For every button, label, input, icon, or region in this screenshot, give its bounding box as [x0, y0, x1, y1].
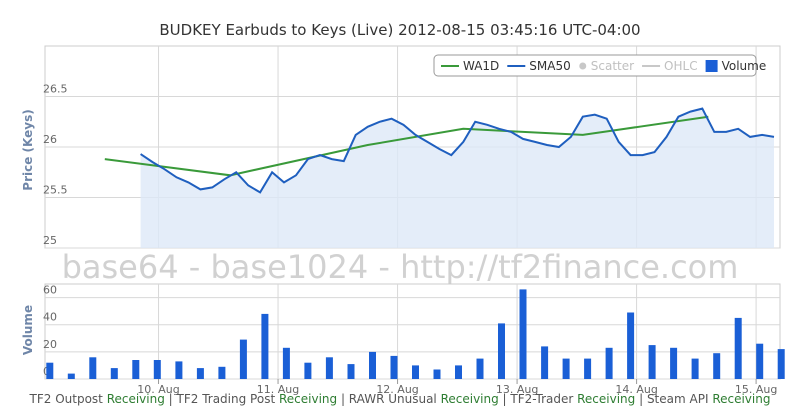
- volume-bars: [46, 289, 785, 379]
- volume-bar: [562, 358, 570, 379]
- legend-label: Volume: [722, 59, 767, 73]
- volume-bar: [304, 362, 312, 379]
- volume-bar: [476, 358, 484, 379]
- volume-bar: [777, 349, 785, 379]
- legend-item-volume[interactable]: Volume: [705, 59, 767, 73]
- volume-bar: [648, 345, 656, 379]
- volume-bar: [261, 313, 269, 379]
- volume-bar: [713, 353, 721, 379]
- feed-name: TF2-Trader: [510, 392, 578, 406]
- x-tick-label: 14. Aug: [615, 383, 657, 396]
- price-y-tick-label: 26: [43, 133, 57, 146]
- price-y-tick-label: 25: [43, 234, 57, 247]
- legend-label: WA1D: [463, 59, 499, 73]
- volume-bar: [605, 347, 613, 379]
- volume-bar: [691, 358, 699, 379]
- feed-status-bar: TF2 Outpost Receiving | TF2 Trading Post…: [0, 392, 800, 412]
- feed-separator: |: [635, 392, 647, 406]
- volume-bar: [218, 366, 226, 379]
- legend-label: OHLC: [664, 59, 698, 73]
- feed-name: TF2 Outpost: [29, 392, 107, 406]
- volume-bar: [498, 323, 505, 379]
- sma50-line: [140, 107, 775, 194]
- price-y-tick-label: 25.5: [43, 184, 68, 197]
- legend-item-ohlc[interactable]: OHLC: [642, 59, 698, 73]
- legend-item-scatter[interactable]: Scatter: [579, 59, 634, 73]
- feed-separator: |: [337, 392, 349, 406]
- volume-y-tick-label: 40: [43, 311, 57, 324]
- feed-status: Receiving: [440, 392, 499, 406]
- price-y-axis: 25 25.5 26 26.5: [43, 83, 68, 248]
- watermark: base64 - base1024 - http://tf2finance.co…: [62, 248, 739, 286]
- volume-bar: [67, 373, 75, 379]
- volume-bar: [455, 365, 462, 379]
- volume-bar: [89, 357, 97, 379]
- volume-bar: [390, 355, 398, 379]
- volume-bar: [584, 358, 592, 379]
- feed-status: Receiving: [278, 392, 338, 406]
- feed-status: Receiving: [106, 392, 165, 406]
- volume-bar: [433, 369, 441, 379]
- volume-panel: 0204060 Volume: [21, 283, 785, 380]
- feed-status: Receiving: [712, 392, 771, 406]
- feed-name: RAWR Unusual: [348, 392, 441, 406]
- legend-symbol: [579, 62, 587, 70]
- volume-bar: [369, 351, 376, 379]
- feed-separator: |: [498, 392, 511, 406]
- x-tick-label: 15. Aug: [735, 383, 777, 396]
- volume-bar: [519, 289, 527, 379]
- legend-item-wa1d[interactable]: WA1D: [441, 59, 499, 73]
- legend[interactable]: WA1D SMA50 Scatter OHLC Volume: [433, 54, 767, 77]
- price-y-tick-label: 26.5: [43, 83, 68, 96]
- price-axis-label: Price (Keys): [21, 109, 35, 190]
- legend-symbol: [705, 60, 718, 72]
- feed-separator: |: [164, 392, 177, 406]
- wa1d-line: [104, 115, 709, 177]
- volume-bar: [756, 343, 764, 379]
- feed-name: TF2 Trading Post: [176, 392, 279, 406]
- volume-bar: [175, 361, 183, 379]
- legend-box: [433, 54, 757, 77]
- volume-bar: [670, 347, 678, 379]
- volume-bar: [347, 364, 355, 379]
- volume-axis-label: Volume: [21, 305, 35, 355]
- volume-bar: [325, 357, 333, 379]
- volume-bar: [239, 339, 247, 379]
- volume-bar: [110, 368, 118, 379]
- volume-bar: [282, 347, 290, 379]
- x-tick-label: 12. Aug: [376, 383, 418, 396]
- x-axis: 10. Aug 11. Aug 12. Aug 13. Aug 14. Aug 15. A…: [137, 379, 777, 396]
- price-panel: 25 25.5 26 26.5 Price (Keys): [21, 45, 781, 249]
- volume-bar: [541, 346, 549, 379]
- volume-bar: [627, 312, 635, 379]
- x-tick-label: 13. Aug: [496, 383, 538, 396]
- volume-bar: [132, 360, 140, 379]
- volume-bar: [412, 365, 419, 379]
- volume-y-tick-label: 60: [43, 284, 57, 297]
- volume-bar: [196, 368, 204, 379]
- sma50-area: [140, 108, 775, 248]
- x-tick-label: 11. Aug: [257, 383, 299, 396]
- volume-bar: [153, 360, 161, 379]
- x-tick-label: 10. Aug: [137, 383, 179, 396]
- legend-label: SMA50: [529, 59, 570, 73]
- legend-label: Scatter: [591, 59, 634, 73]
- feed-status: Receiving: [577, 392, 636, 406]
- chart-title: BUDKEY Earbuds to Keys (Live) 2012-08-15…: [159, 21, 640, 39]
- volume-bar: [46, 362, 54, 379]
- volume-y-tick-label: 20: [43, 338, 57, 351]
- feed-name: Steam API: [646, 392, 713, 406]
- volume-bar: [734, 317, 742, 379]
- legend-item-sma50[interactable]: SMA50: [507, 59, 571, 73]
